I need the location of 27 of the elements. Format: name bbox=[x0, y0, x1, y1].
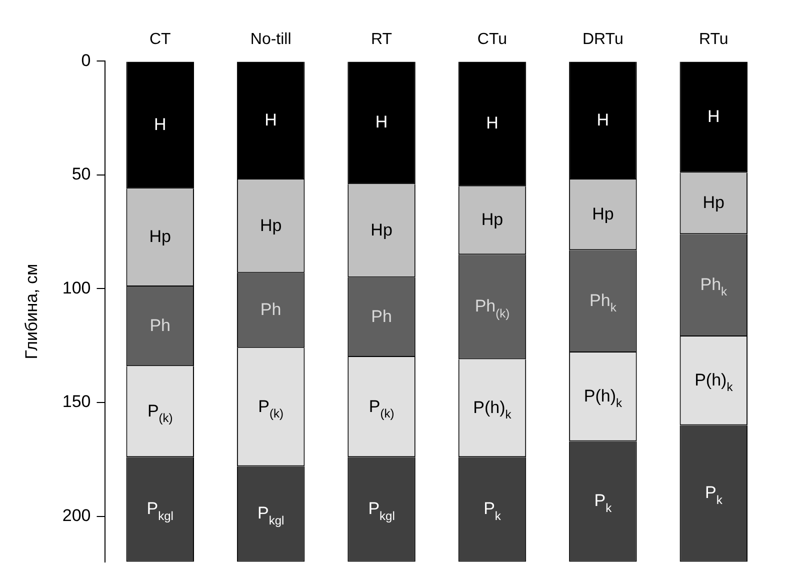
data-label: Ph bbox=[371, 306, 392, 326]
x-tick-label: CT bbox=[149, 31, 172, 48]
y-tick-label: 200 bbox=[62, 506, 91, 525]
data-label: H bbox=[264, 110, 277, 130]
x-tick-label: No-till bbox=[250, 31, 292, 48]
y-axis-title: Глибина, см bbox=[22, 264, 41, 360]
x-tick-label: RT bbox=[371, 31, 392, 48]
data-label: Hp bbox=[149, 227, 171, 246]
x-tick-label: DRTu bbox=[582, 31, 624, 48]
data-label: H bbox=[596, 110, 610, 130]
data-label: Hp bbox=[481, 210, 504, 230]
y-tick-label: 50 bbox=[72, 164, 91, 184]
x-tick-label: RTu bbox=[698, 31, 728, 48]
data-label: Hp bbox=[592, 204, 614, 224]
data-label: Hp bbox=[370, 220, 392, 240]
y-tick-label: 0 bbox=[81, 50, 91, 70]
data-label: Ph bbox=[150, 316, 171, 335]
data-label: H bbox=[375, 112, 388, 132]
y-tick-label: 100 bbox=[62, 278, 91, 298]
y-tick-label: 150 bbox=[62, 392, 91, 412]
data-label: H bbox=[486, 114, 498, 133]
data-label: Hp bbox=[260, 216, 282, 235]
data-label: Hp bbox=[702, 193, 725, 212]
data-label: H bbox=[154, 114, 166, 134]
data-label: Ph bbox=[260, 300, 282, 320]
data-label: H bbox=[708, 106, 720, 126]
x-tick-label: CTu bbox=[477, 31, 508, 48]
